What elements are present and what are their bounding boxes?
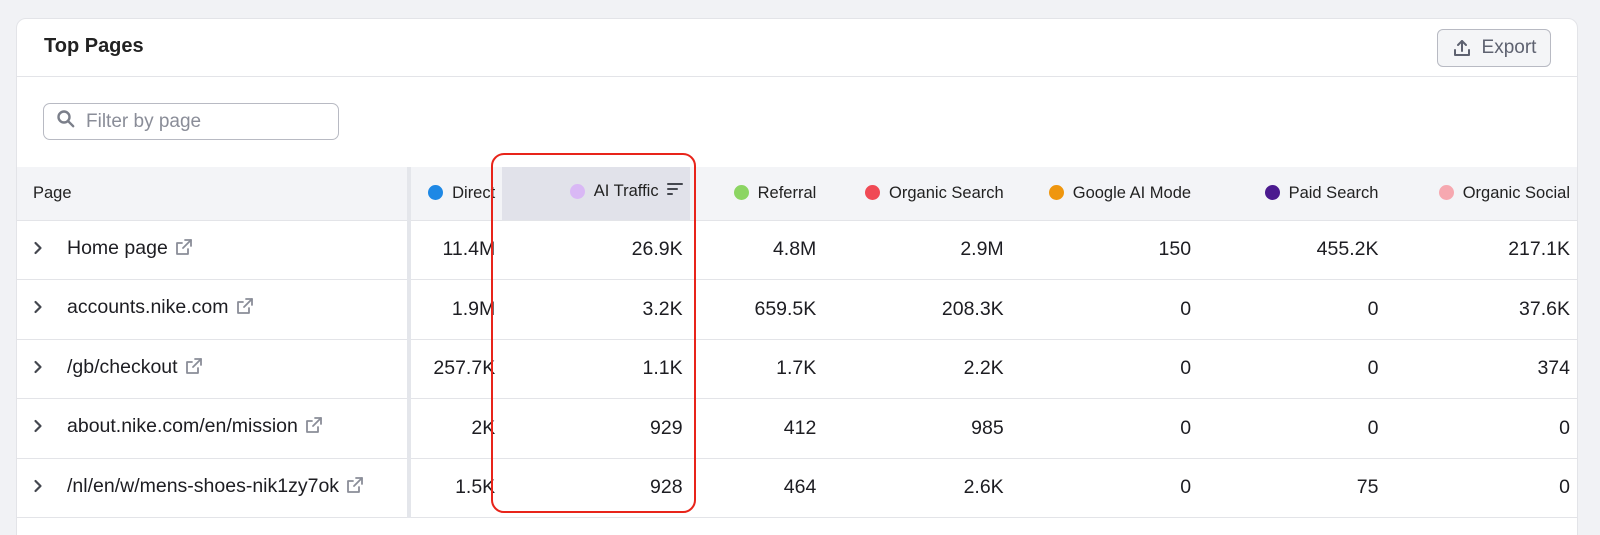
google-ai-mode-value-cell: 0	[1180, 476, 1192, 499]
referral-value-cell: 4.8M	[772, 238, 817, 261]
column-header-organic-search-label: Organic Search	[889, 183, 1004, 202]
paid-search-value-cell: 0	[1367, 416, 1379, 439]
organic-search-value-cell: 208.3K	[941, 297, 1004, 320]
referral-value-cell: 412	[783, 416, 817, 439]
paid-search-value-cell: 75	[1356, 476, 1379, 499]
direct-value-cell: 1.5K	[455, 476, 496, 499]
external-link-icon[interactable]	[345, 475, 365, 501]
external-link-icon[interactable]	[304, 415, 324, 441]
organic-search-value-cell: 985	[971, 416, 1004, 439]
direct-value-cell: 11.4M	[442, 238, 496, 261]
organic-search-legend-dot	[865, 184, 881, 200]
column-header-google-ai-mode[interactable]: Google AI Mode	[1010, 167, 1199, 221]
paid-search-value-cell: 0	[1367, 357, 1379, 380]
search-icon	[56, 109, 76, 134]
external-link-icon[interactable]	[184, 356, 204, 382]
card-header: Top Pages Export	[17, 19, 1577, 77]
column-header-referral[interactable]: Referral	[689, 167, 824, 221]
direct-legend-dot	[428, 184, 444, 200]
page-cell: about.nike.com/en/mission	[17, 398, 412, 458]
referral-value-cell: 1.7K	[776, 357, 817, 380]
column-header-referral-label: Referral	[757, 183, 817, 202]
chevron-right-icon[interactable]	[33, 417, 51, 438]
table-row[interactable]: /gb/checkout 257.7K 1.1K 1.7K 2.2K 0 0 374	[17, 339, 1577, 399]
table-header-row: Page Direct AI Traffic	[17, 167, 1577, 221]
ai-traffic-value-cell: 1.1K	[642, 357, 683, 380]
column-header-direct[interactable]: Direct	[409, 167, 503, 221]
ai-traffic-legend-dot	[569, 184, 585, 200]
export-label: Export	[1481, 37, 1537, 58]
page-link[interactable]: Home page	[67, 236, 168, 259]
google-ai-mode-value-cell: 150	[1158, 238, 1192, 261]
table-row[interactable]: Home page 11.4M 26.9K 4.8M 2.9M 150 455.2K 217.…	[17, 220, 1577, 280]
direct-value-cell: 257.7K	[433, 357, 496, 380]
table-row[interactable]: about.nike.com/en/mission 2K 929 412 985 0 0 0	[17, 398, 1577, 458]
google-ai-mode-value-cell: 0	[1180, 297, 1192, 320]
card-title: Top Pages	[44, 35, 144, 57]
organic-social-legend-dot	[1438, 184, 1454, 200]
table-row[interactable]: /nl/en/w/mens-shoes-nik1zy7ok 1.5K 928 464 2…	[17, 458, 1577, 518]
column-header-organic-social-label: Organic Social	[1462, 183, 1570, 202]
paid-search-value-cell: 0	[1367, 297, 1379, 320]
top-pages-card: Top Pages Export Page Dire	[16, 18, 1578, 535]
google-ai-mode-legend-dot	[1048, 184, 1064, 200]
chevron-right-icon[interactable]	[33, 298, 51, 319]
page-link[interactable]: accounts.nike.com	[67, 296, 229, 319]
paid-search-legend-dot	[1264, 184, 1280, 200]
chevron-right-icon[interactable]	[33, 239, 51, 260]
organic-search-value-cell: 2.6K	[963, 476, 1004, 499]
top-pages-table: Page Direct AI Traffic	[17, 167, 1577, 518]
page-cell: Home page	[17, 220, 412, 280]
column-header-google-ai-mode-label: Google AI Mode	[1072, 183, 1192, 202]
column-header-direct-label: Direct	[452, 183, 496, 202]
column-header-page[interactable]: Page	[17, 167, 412, 221]
referral-value-cell: 659.5K	[754, 297, 817, 320]
column-header-paid-search-label: Paid Search	[1288, 183, 1379, 202]
google-ai-mode-value-cell: 0	[1180, 416, 1192, 439]
page-cell: /gb/checkout	[17, 339, 412, 399]
referral-legend-dot	[733, 184, 749, 200]
ai-traffic-value-cell: 929	[650, 416, 683, 439]
organic-social-value-cell: 374	[1537, 357, 1570, 380]
column-header-ai-traffic[interactable]: AI Traffic	[502, 167, 690, 221]
ai-traffic-value-cell: 26.9K	[631, 238, 683, 261]
organic-search-value-cell: 2.2K	[963, 357, 1004, 380]
column-header-organic-search[interactable]: Organic Search	[823, 167, 1011, 221]
column-header-organic-social[interactable]: Organic Social	[1385, 167, 1577, 221]
chevron-right-icon[interactable]	[33, 477, 51, 498]
direct-value-cell: 1.9M	[451, 297, 496, 320]
page-cell: /nl/en/w/mens-shoes-nik1zy7ok	[17, 458, 412, 518]
upload-icon	[1452, 38, 1472, 58]
paid-search-value-cell: 455.2K	[1316, 238, 1379, 261]
page-link[interactable]: /nl/en/w/mens-shoes-nik1zy7ok	[67, 474, 340, 497]
page-cell: accounts.nike.com	[17, 279, 412, 339]
google-ai-mode-value-cell: 0	[1180, 357, 1192, 380]
column-header-ai-traffic-label: AI Traffic	[593, 182, 659, 201]
column-header-paid-search[interactable]: Paid Search	[1198, 167, 1386, 221]
ai-traffic-value-cell: 928	[650, 476, 683, 499]
page-link[interactable]: /gb/checkout	[67, 355, 178, 378]
external-link-icon[interactable]	[235, 296, 255, 322]
external-link-icon[interactable]	[174, 237, 194, 263]
organic-search-value-cell: 2.9M	[960, 238, 1004, 261]
ai-traffic-value-cell: 3.2K	[642, 297, 683, 320]
direct-value-cell: 2K	[471, 416, 496, 439]
organic-social-value-cell: 0	[1559, 416, 1570, 439]
chevron-right-icon[interactable]	[33, 358, 51, 379]
referral-value-cell: 464	[783, 476, 817, 499]
table-row[interactable]: accounts.nike.com 1.9M 3.2K 659.5K 208.3K 0 0 3…	[17, 279, 1577, 339]
sort-descending-icon[interactable]	[666, 182, 683, 201]
page-link[interactable]: about.nike.com/en/mission	[67, 415, 298, 438]
organic-social-value-cell: 37.6K	[1519, 297, 1570, 320]
filter-by-page-field[interactable]	[43, 103, 339, 140]
organic-social-value-cell: 217.1K	[1508, 238, 1570, 261]
export-button[interactable]: Export	[1437, 29, 1551, 67]
organic-social-value-cell: 0	[1559, 476, 1570, 499]
filter-input[interactable]	[86, 110, 326, 133]
